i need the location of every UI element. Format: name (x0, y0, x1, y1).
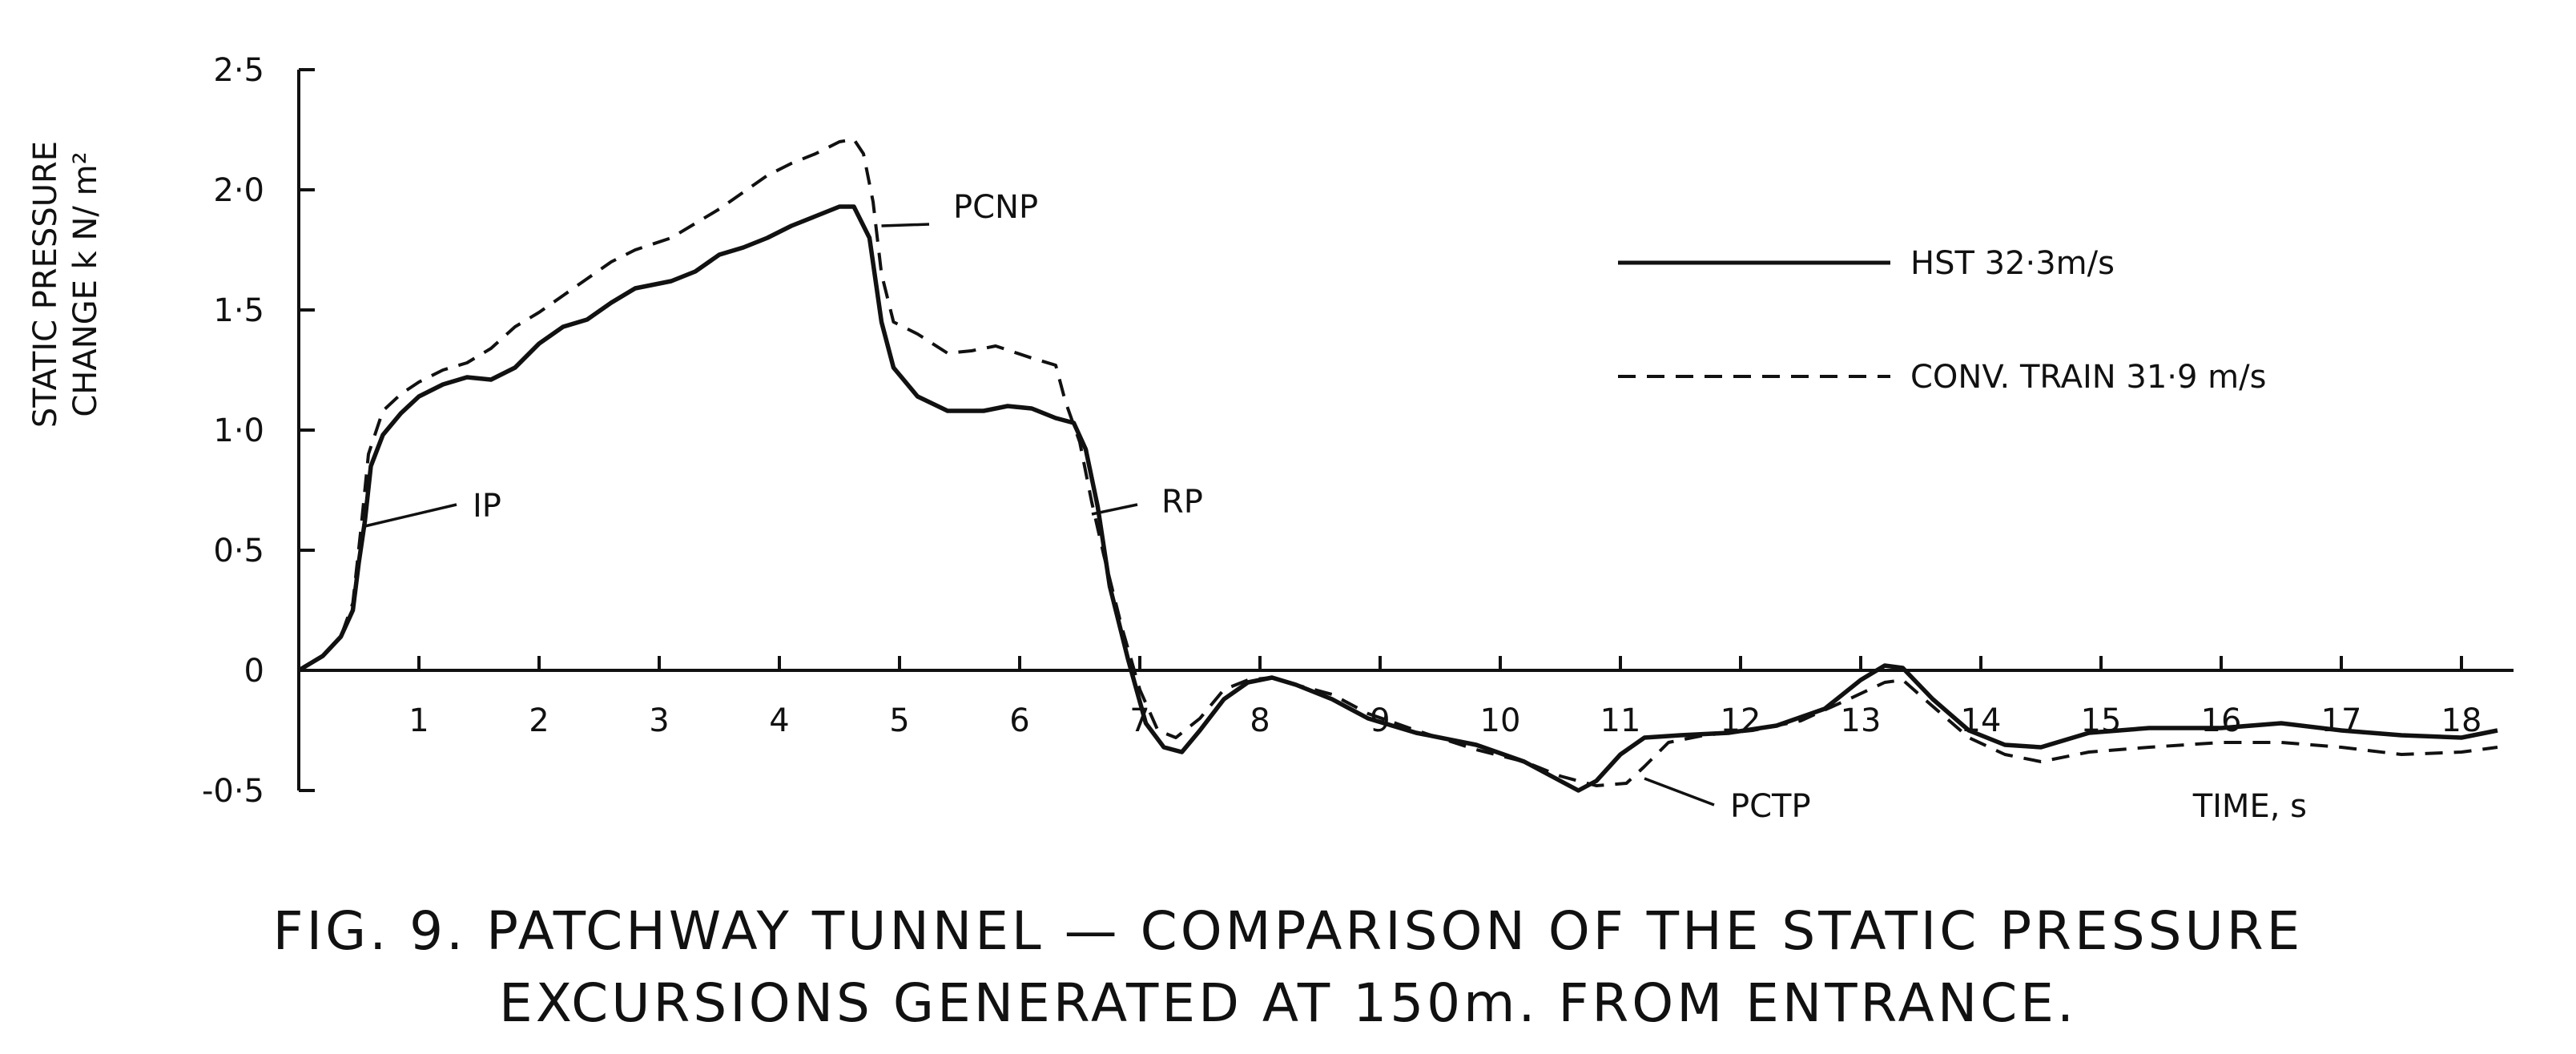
y-tick-label: -0·5 (202, 773, 264, 810)
annotation-label: PCNP (953, 189, 1038, 226)
figure-caption-line1: FIG. 9. PATCHWAY TUNNEL — COMPARISON OF … (272, 900, 2304, 962)
y-tick-label: 2·5 (213, 52, 264, 89)
x-tick-label: 2 (529, 702, 549, 739)
axes (297, 70, 2514, 790)
series-line-hst (297, 204, 2498, 793)
annotation-label: PCTP (1730, 788, 1811, 825)
x-tick-label: 11 (1600, 702, 1641, 739)
x-tick-label: 16 (2201, 702, 2242, 739)
annotation-label: IP (473, 488, 501, 525)
y-tick-label: 1·5 (213, 292, 264, 329)
annotation-leader (1091, 503, 1138, 516)
y-axis-label: STATIC PRESSURE CHANGE k N/ m² (27, 141, 104, 428)
series-line-conv-train (297, 138, 2498, 787)
annotation-leader (364, 503, 457, 528)
x-tick-label: 13 (1841, 702, 1882, 739)
ticks: 2·52·01·51·00·50-0·51 2 3 4 5 6 7 8 9 10 11 12 13 14 1… (202, 52, 2482, 810)
x-tick-label: 5 (889, 702, 909, 739)
annotation-label: RP (1161, 484, 1203, 521)
y-tick-label: 0·5 (213, 533, 264, 569)
x-tick-label: 10 (1480, 702, 1521, 739)
y-tick-label: 2·0 (213, 172, 264, 209)
series-lines (297, 138, 2498, 793)
legend-item-hst-label: HST 32·3m/s (1910, 245, 2115, 282)
y-axis-label-line: CHANGE k N/ m² (67, 151, 104, 416)
y-axis-label-line: STATIC PRESSURE (27, 141, 64, 428)
legend: HST 32·3m/s CONV. TRAIN 31·9 m/s (1618, 245, 2266, 396)
x-tick-label: 4 (769, 702, 789, 739)
x-axis-label: TIME, s (2192, 788, 2307, 825)
annotations: IP PCNP RP PCTP (364, 189, 1811, 825)
x-tick-label: 3 (649, 702, 669, 739)
annotation-leader (881, 223, 930, 227)
figure-caption-line2: EXCURSIONS GENERATED AT 150m. FROM ENTRA… (499, 972, 2077, 1034)
annotation-leader (1644, 777, 1715, 807)
legend-item-conv-train-label: CONV. TRAIN 31·9 m/s (1910, 359, 2266, 396)
x-tick-label: 8 (1250, 702, 1270, 739)
x-tick-label: 1 (409, 702, 429, 739)
x-tick-label: 6 (1009, 702, 1029, 739)
y-tick-label: 1·0 (213, 412, 264, 449)
y-tick-label: 0 (244, 653, 264, 690)
